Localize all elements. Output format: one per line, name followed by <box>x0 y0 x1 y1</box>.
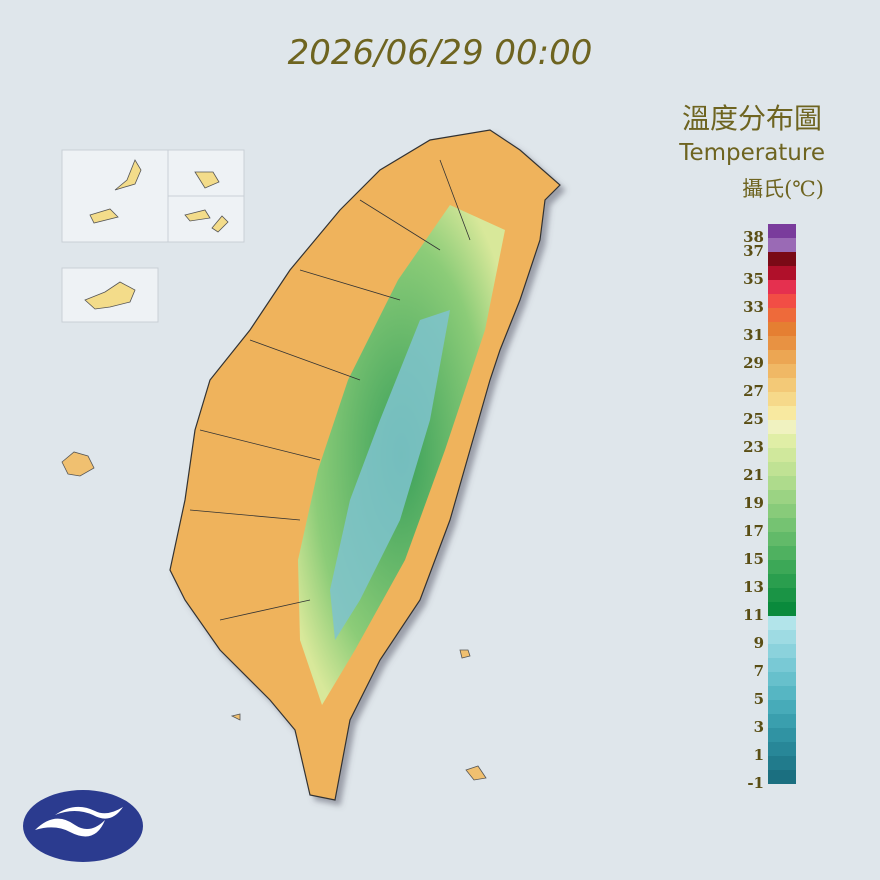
legend-swatch <box>768 490 796 504</box>
datetime: 2026/06/29 00:00 <box>288 33 593 73</box>
county-borders <box>189 159 471 621</box>
legend-swatch <box>768 560 796 574</box>
legend-swatch <box>768 392 796 406</box>
legend-swatch <box>768 672 796 686</box>
legend-swatch <box>768 686 796 700</box>
logo-swirl <box>35 806 123 837</box>
legend-tick-label: 13 <box>743 578 764 596</box>
legend-swatch <box>768 308 796 322</box>
legend-tick-label: -1 <box>747 774 764 792</box>
legend-swatch <box>768 238 796 252</box>
islands <box>61 451 487 781</box>
legend-tick-label: 27 <box>743 382 764 400</box>
legend-swatch <box>768 350 796 364</box>
legend-tick-label: 21 <box>743 466 764 484</box>
legend-swatch <box>768 294 796 308</box>
legend-swatch <box>768 280 796 294</box>
legend-swatch <box>768 448 796 462</box>
legend-swatch <box>768 406 796 420</box>
legend-swatch <box>768 266 796 280</box>
legend-swatch <box>768 378 796 392</box>
legend-swatch <box>768 616 796 630</box>
legend-swatch <box>768 252 796 266</box>
legend-title: 溫度分布圖 <box>682 102 822 135</box>
legend-tick-label: 19 <box>743 494 764 512</box>
inset-islands <box>89 159 229 233</box>
legend-swatch <box>768 756 796 770</box>
legend-swatch <box>768 714 796 728</box>
legend-swatch <box>768 588 796 602</box>
legend-tick-label: 25 <box>743 410 764 428</box>
legend-tick-label: 17 <box>743 522 764 540</box>
legend-tick-label: 35 <box>743 270 764 288</box>
legend-swatch <box>768 336 796 350</box>
legend-tick-label: 38 <box>743 228 764 246</box>
legend-swatch <box>768 602 796 616</box>
legend-tick-label: 7 <box>754 662 764 680</box>
legend-tick-label: 1 <box>754 746 764 764</box>
legend-swatch <box>768 364 796 378</box>
legend-swatch <box>768 742 796 756</box>
legend-swatch <box>768 322 796 336</box>
legend-swatch <box>768 574 796 588</box>
legend-tick-label: 33 <box>743 298 764 316</box>
legend-swatch <box>768 700 796 714</box>
high-peaks <box>330 310 450 640</box>
legend-swatch <box>768 630 796 644</box>
legend-tick-label: 9 <box>754 634 764 652</box>
legend-swatch <box>768 504 796 518</box>
legend-swatch <box>768 658 796 672</box>
legend-swatch <box>768 532 796 546</box>
legend-tick-label: 29 <box>743 354 764 372</box>
legend-tick-label: 37 <box>743 242 764 260</box>
legend-subtitle: Temperature <box>678 140 825 166</box>
legend-tick-label: 23 <box>743 438 764 456</box>
legend-swatch <box>768 546 796 560</box>
legend-tick-label: 3 <box>754 718 764 736</box>
legend-unit: 攝氏(℃) <box>742 177 824 201</box>
legend-swatch <box>768 420 796 434</box>
legend-swatch <box>768 434 796 448</box>
legend-swatch <box>768 770 796 784</box>
inset-island <box>84 281 136 310</box>
legend-tick-label: 31 <box>743 326 764 344</box>
legend-swatch <box>768 462 796 476</box>
legend-tick-label: 15 <box>743 550 764 568</box>
logo <box>23 790 143 862</box>
legend-swatch <box>768 644 796 658</box>
legend-swatch <box>768 728 796 742</box>
legend-tick-label: 11 <box>743 606 764 624</box>
legend-swatch <box>768 224 796 238</box>
legend-swatch <box>768 476 796 490</box>
legend-swatch <box>768 518 796 532</box>
legend-tick-label: 5 <box>754 690 764 708</box>
